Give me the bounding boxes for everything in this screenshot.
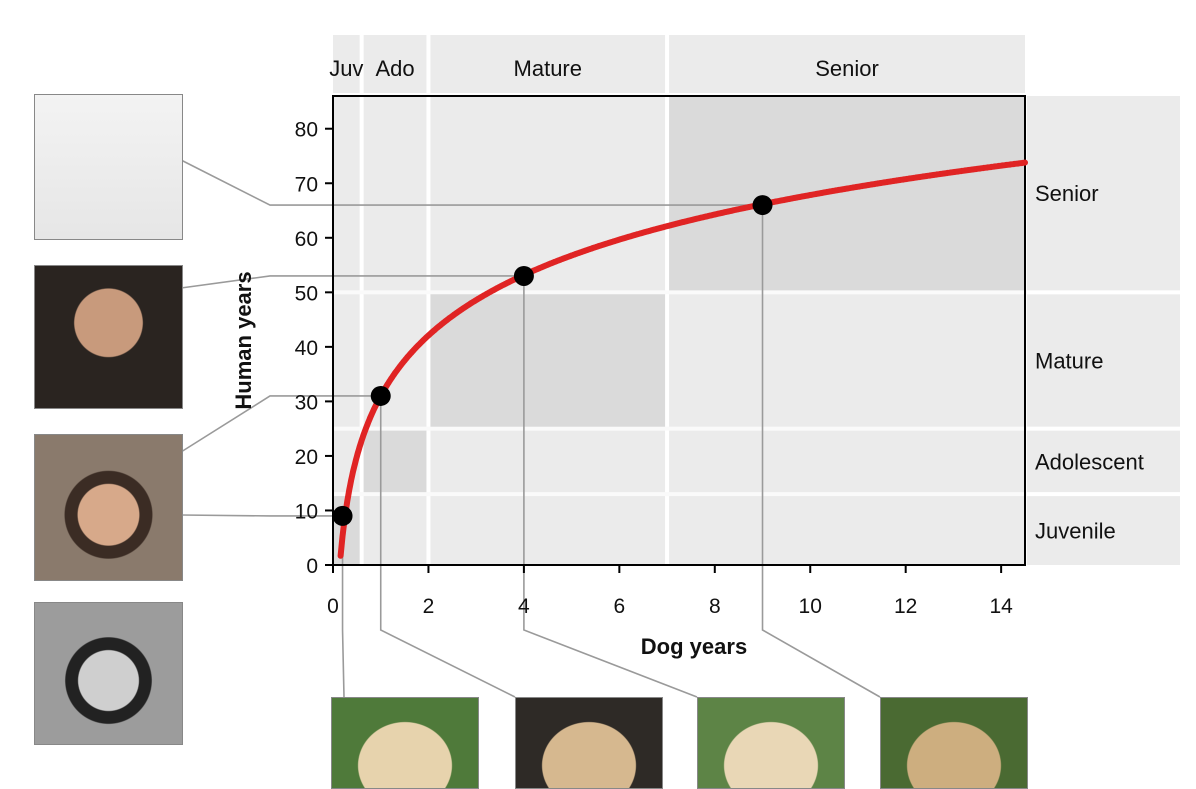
human-stage-band (1027, 294, 1180, 427)
y-tick-label: 30 (295, 391, 318, 414)
dog-stage-label: Juv (329, 56, 363, 81)
y-axis-label: Human years (231, 271, 256, 409)
x-tick-label: 2 (423, 595, 435, 618)
stage-column (333, 96, 360, 565)
highlight-point (513, 265, 534, 286)
y-tick-label: 80 (295, 119, 318, 142)
highlight-point (332, 505, 353, 526)
photo-dog-senior (880, 697, 1028, 789)
dog-stage-band (430, 35, 666, 93)
stage-overlap-box (363, 430, 427, 493)
photo-human-juvenile (34, 602, 183, 745)
stage-overlap-box (430, 294, 666, 427)
photo-human-mature (34, 265, 183, 409)
y-tick-label: 40 (295, 337, 318, 360)
stage-separator (333, 492, 1025, 497)
x-tick-label: 0 (327, 595, 339, 618)
plot-frame (332, 95, 1026, 566)
photo-human-senior (34, 94, 183, 240)
y-tick-label: 60 (295, 228, 318, 251)
connector-to-dog-photo (523, 275, 698, 698)
x-tick-label: 14 (989, 595, 1013, 618)
dog-stage-band (333, 35, 360, 93)
highlight-point (752, 195, 773, 216)
connector-to-human-photo (180, 275, 524, 289)
dog-stage-band (363, 35, 427, 93)
dog-stage-label: Mature (514, 56, 582, 81)
human-stage-band (1027, 430, 1180, 493)
y-tick-label: 20 (295, 446, 318, 469)
dog-stage-label: Senior (815, 56, 879, 81)
human-stage-label: Senior (1035, 181, 1099, 206)
photo-human-adolescent (34, 434, 183, 581)
age-curve (337, 159, 1028, 559)
y-tick-label: 70 (295, 173, 318, 196)
human-stage-label: Adolescent (1035, 449, 1144, 474)
dog-stage-label: Ado (375, 56, 414, 81)
connector-to-dog-photo (761, 205, 881, 698)
x-tick-label: 10 (799, 595, 822, 618)
photo-dog-young (515, 697, 663, 789)
human-stage-label: Juvenile (1035, 519, 1116, 544)
dog-stage-band (669, 35, 1025, 93)
stage-overlap-box (669, 96, 1025, 291)
x-tick-label: 4 (518, 595, 530, 618)
y-tick-label: 50 (295, 282, 318, 305)
connector-to-human-photo (180, 514, 343, 517)
photo-dog-puppy (331, 697, 479, 789)
connector-to-dog-photo (379, 395, 516, 698)
x-tick-label: 12 (894, 595, 917, 618)
human-stage-band (1027, 496, 1180, 565)
stage-separator (333, 426, 1025, 431)
y-tick-label: 0 (306, 555, 318, 578)
connector-to-human-photo (180, 159, 763, 206)
stage-separator (333, 290, 1025, 295)
human-stage-band (1027, 96, 1180, 291)
x-tick-label: 8 (709, 595, 721, 618)
x-tick-label: 6 (614, 595, 626, 618)
photo-dog-adult (697, 697, 845, 789)
highlight-point (370, 385, 391, 406)
connector-to-human-photo (180, 395, 381, 453)
x-axis-label: Dog years (641, 634, 747, 659)
y-tick-label: 10 (295, 500, 318, 523)
human-stage-label: Mature (1035, 348, 1103, 373)
